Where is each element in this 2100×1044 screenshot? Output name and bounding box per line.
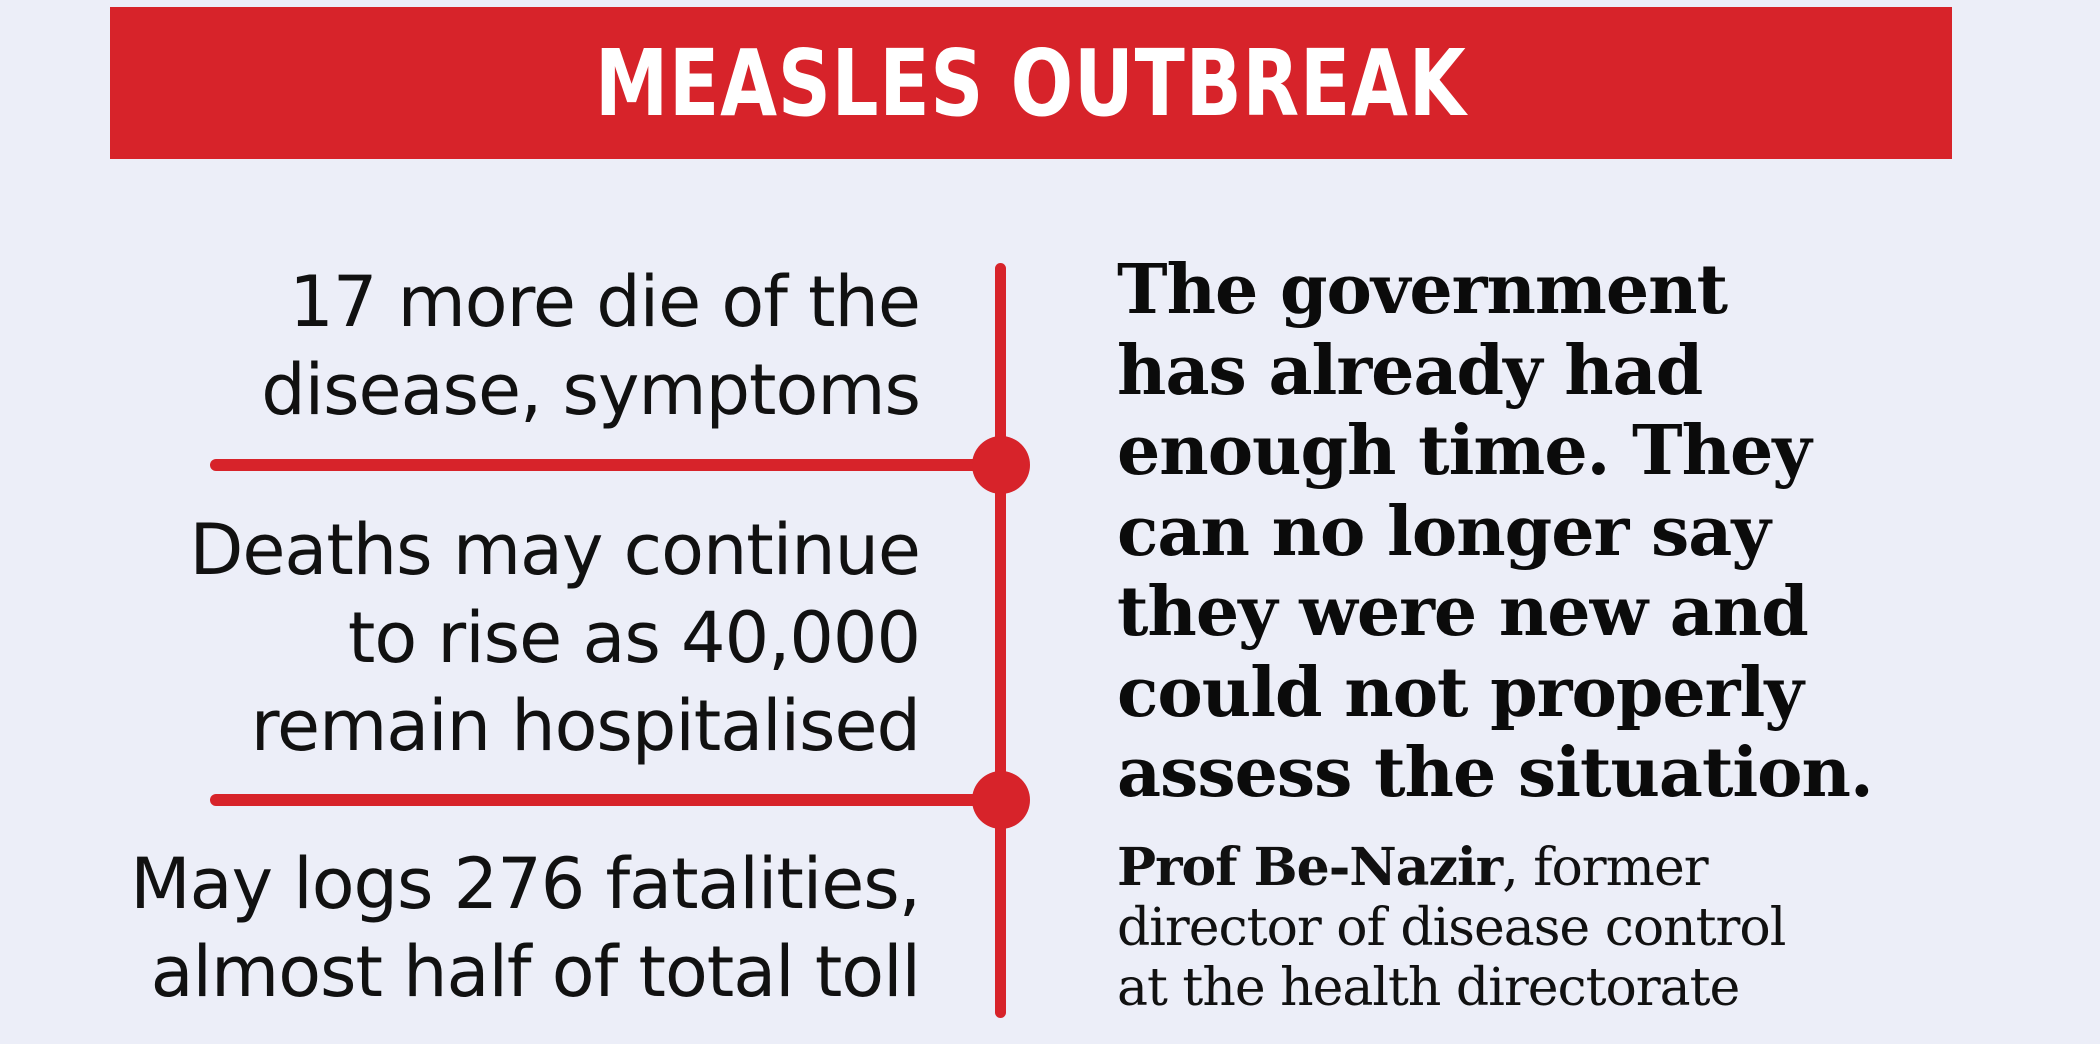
- fact-deaths-today: 17 more die of the disease, symptoms: [261, 258, 921, 434]
- fact-may-fatalities: May logs 276 fatalities, almost half of …: [130, 840, 921, 1016]
- quote-line: enough time. They: [1117, 411, 1812, 491]
- attribution-line: Prof Be-Nazir, former: [1117, 837, 2017, 899]
- timeline-branch-line: [210, 459, 1000, 471]
- fact-line: remain hospitalised: [250, 685, 921, 767]
- attribution-name: Prof Be-Nazir: [1117, 837, 1503, 898]
- attribution-line: director of disease control: [1117, 898, 1786, 958]
- fact-line: 17 more die of the: [289, 261, 921, 343]
- fact-line: to rise as 40,000: [347, 597, 921, 679]
- fact-hospitalised: Deaths may continue to rise as 40,000 re…: [189, 506, 921, 770]
- header-banner: MEASLES OUTBREAK: [110, 7, 1952, 159]
- quote-line: assess the situation.: [1117, 733, 1874, 813]
- fact-line: almost half of total toll: [150, 931, 921, 1013]
- fact-line: May logs 276 fatalities,: [130, 843, 921, 925]
- quote-line: they were new and: [1117, 572, 1809, 652]
- timeline-branch-line: [210, 794, 1000, 806]
- timeline-vertical-line: [995, 263, 1006, 1018]
- timeline-dot: [972, 436, 1030, 494]
- quote-line: can no longer say: [1117, 491, 1771, 572]
- quote-line: has already had: [1117, 330, 1703, 411]
- attribution-line: at the health directorate: [1117, 958, 1740, 1018]
- attribution-role: , former: [1502, 838, 1708, 898]
- fact-line: Deaths may continue: [189, 509, 921, 591]
- quote-line: The government: [1117, 250, 1728, 330]
- quote-attribution: Prof Be-Nazir, former director of diseas…: [1117, 837, 2017, 1019]
- timeline-dot: [972, 771, 1030, 829]
- pull-quote: The government has already had enough ti…: [1117, 250, 2017, 814]
- banner-title: MEASLES OUTBREAK: [595, 29, 1467, 137]
- quote-line: could not properly: [1117, 652, 1804, 733]
- fact-line: disease, symptoms: [261, 349, 921, 431]
